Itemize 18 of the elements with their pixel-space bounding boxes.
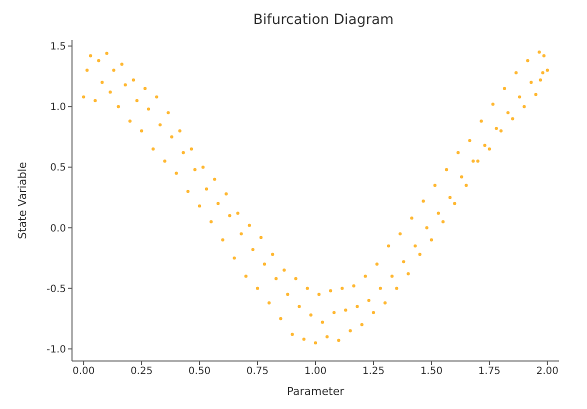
x-tick-label: 0.25 bbox=[130, 366, 153, 378]
y-tick-label: 0.5 bbox=[50, 162, 66, 174]
x-axis-title: Parameter bbox=[286, 385, 345, 398]
x-tick-label: 0.75 bbox=[246, 366, 269, 378]
x-tick-label: 0.00 bbox=[72, 366, 95, 378]
chart-title: Bifurcation Diagram bbox=[252, 11, 395, 30]
y-tick-label: 1.5 bbox=[50, 42, 66, 53]
x-tick-label: 0.50 bbox=[188, 366, 211, 378]
y-axis-title: State Variable bbox=[16, 162, 29, 240]
y-tick-label: 0.0 bbox=[50, 223, 66, 234]
y-tick-label: -1.0 bbox=[46, 344, 66, 356]
x-tick-label: 2.00 bbox=[536, 366, 559, 378]
x-tick-label: 1.75 bbox=[478, 366, 501, 378]
x-tick-label: 1.50 bbox=[420, 366, 443, 378]
y-tick-label: -0.5 bbox=[46, 284, 66, 295]
x-tick-label: 1.00 bbox=[304, 366, 327, 378]
y-tick-label: 1.0 bbox=[50, 102, 66, 114]
x-tick-label: 1.25 bbox=[362, 366, 385, 378]
